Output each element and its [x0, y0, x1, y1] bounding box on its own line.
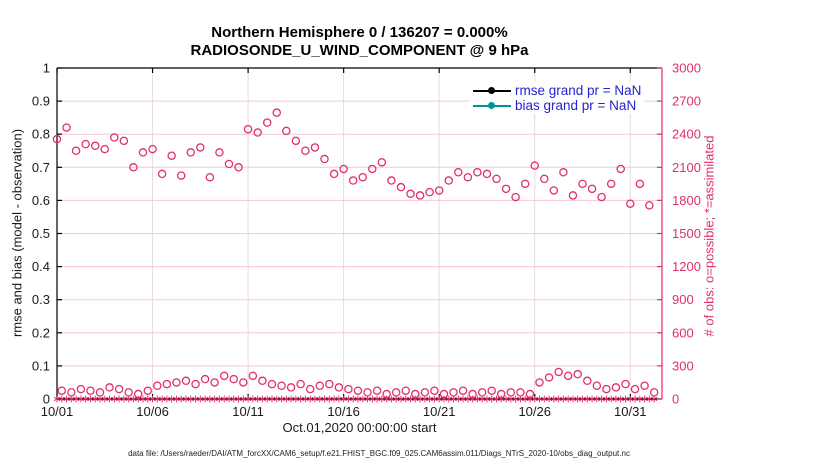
left-y-tick-label: 0.5: [32, 226, 50, 241]
x-tick-label: 10/26: [518, 404, 551, 419]
left-y-tick-label: 0.8: [32, 127, 50, 142]
right-y-tick-label: 2700: [672, 94, 701, 109]
plot-title-line2: RADIOSONDE_U_WIND_COMPONENT @ 9 hPa: [190, 42, 529, 59]
data-file-path: data file: /Users/raeder/DAI/ATM_forcXX/…: [128, 449, 630, 458]
right-y-tick-label: 3000: [672, 61, 701, 76]
left-y-tick-label: 0: [43, 392, 50, 407]
right-y-tick-label: 1800: [672, 193, 701, 208]
rmse-line-marker-icon: [473, 86, 511, 95]
right-y-tick-label: 0: [672, 392, 679, 407]
right-y-tick-label: 300: [672, 358, 694, 373]
legend-label-rmse: rmse grand pr = NaN: [515, 83, 642, 98]
bias-line-marker-icon: [473, 101, 511, 110]
left-y-tick-label: 0.1: [32, 358, 50, 373]
left-y-tick-label: 1: [43, 61, 50, 76]
legend: rmse grand pr = NaN bias grand pr = NaN: [470, 82, 645, 114]
assimilated-obs-asterisks: [53, 395, 658, 403]
right-y-tick-label: 2100: [672, 160, 701, 175]
x-tick-label: 10/31: [614, 404, 647, 419]
left-y-tick-label: 0.4: [32, 259, 50, 274]
left-y-tick-label: 0.7: [32, 160, 50, 175]
right-y-tick-label: 1500: [672, 226, 701, 241]
left-y-tick-label: 0.3: [32, 292, 50, 307]
right-y-tick-label: 900: [672, 292, 694, 307]
x-tick-label: 10/01: [41, 404, 74, 419]
legend-label-bias: bias grand pr = NaN: [515, 98, 637, 113]
right-y-tick-label: 1200: [672, 259, 701, 274]
left-y-tick-label: 0.9: [32, 94, 50, 109]
x-axis-label: Oct.01,2020 00:00:00 start: [282, 420, 437, 435]
x-tick-label: 10/11: [232, 404, 264, 419]
possible-obs-circles: [52, 108, 659, 399]
x-tick-label: 10/21: [423, 404, 456, 419]
left-y-tick-label: 0.2: [32, 325, 50, 340]
left-y-tick-label: 0.6: [32, 193, 50, 208]
right-y-tick-label: 600: [672, 325, 694, 340]
x-tick-label: 10/16: [327, 404, 360, 419]
legend-item-bias: bias grand pr = NaN: [473, 98, 641, 113]
x-tick-label: 10/06: [136, 404, 169, 419]
right-y-tick-label: 2400: [672, 127, 701, 142]
plot-title-line1: Northern Hemisphere 0 / 136207 = 0.000%: [211, 24, 508, 41]
legend-item-rmse: rmse grand pr = NaN: [473, 83, 641, 98]
